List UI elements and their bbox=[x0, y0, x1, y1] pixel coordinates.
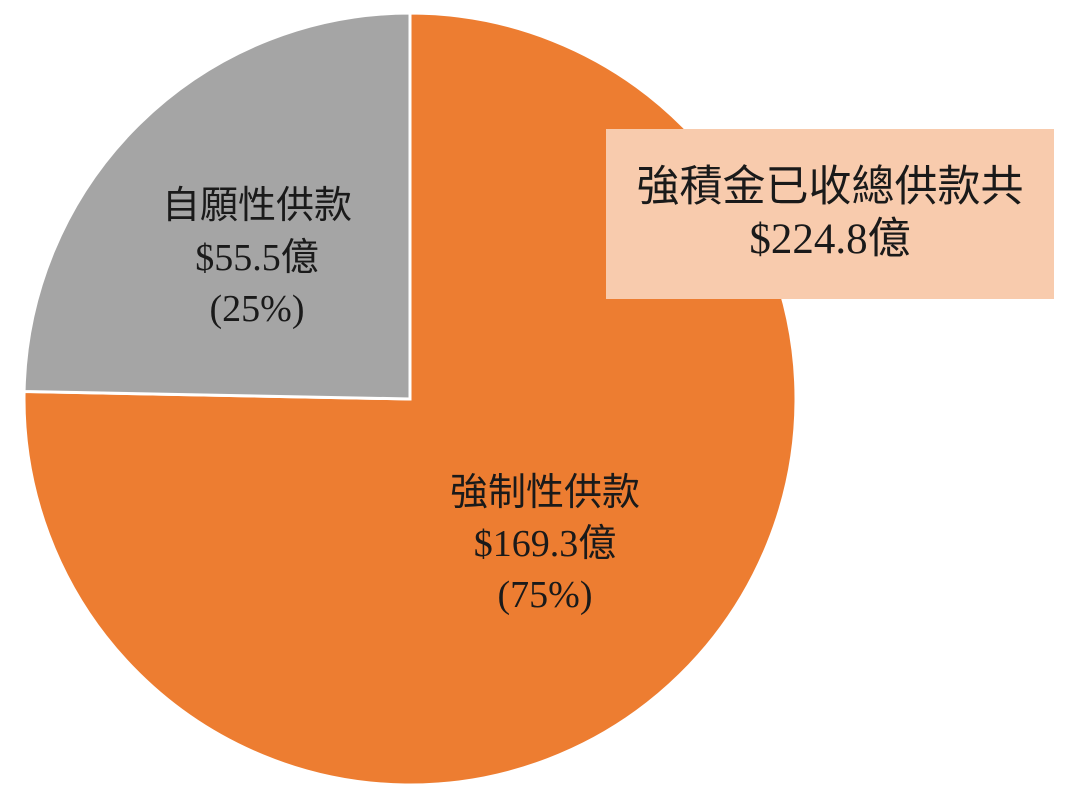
slice-label-mandatory-amount: $169.3億 bbox=[474, 523, 617, 565]
slice-label-group-mandatory: 強制性供款 $169.3億 (75%) bbox=[450, 472, 640, 616]
callout-title: 強積金已收總供款共 bbox=[636, 163, 1024, 211]
slice-label-group-voluntary: 自願性供款 $55.5億 (25%) bbox=[162, 185, 352, 330]
pie-slices bbox=[22, 11, 798, 787]
callout-total-amount: $224.8億 bbox=[749, 216, 911, 263]
slice-label-voluntary-percent: (25%) bbox=[210, 288, 305, 330]
slice-label-voluntary-amount: $55.5億 bbox=[195, 237, 319, 279]
slice-label-voluntary-name: 自願性供款 bbox=[162, 185, 352, 227]
total-contribution-callout: 強積金已收總供款共 $224.8億 bbox=[606, 129, 1054, 299]
slice-label-mandatory-percent: (75%) bbox=[498, 574, 593, 616]
pie-slice-voluntary bbox=[22, 11, 412, 401]
slice-label-mandatory-name: 強制性供款 bbox=[450, 472, 640, 514]
